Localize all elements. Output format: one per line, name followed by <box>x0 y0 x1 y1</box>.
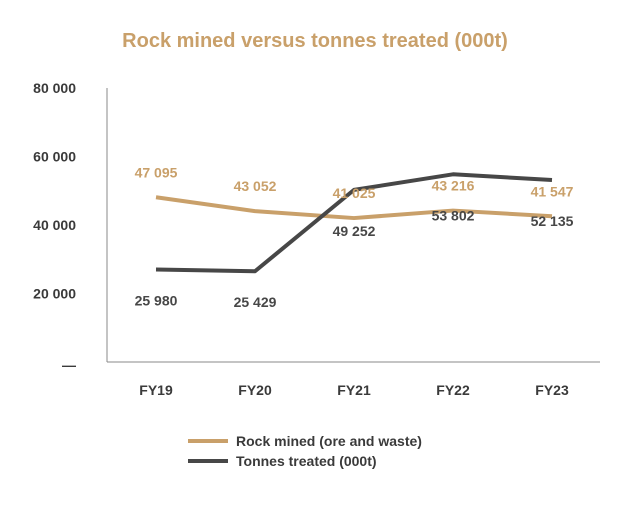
y-tick-label: 60 000 <box>33 149 76 165</box>
data-label: 49 252 <box>333 223 376 239</box>
y-tick-label: 20 000 <box>33 286 76 302</box>
series-line-rock-mined <box>155 195 553 221</box>
x-tick-label: FY20 <box>238 382 272 398</box>
y-tick-label: 40 000 <box>33 217 76 233</box>
data-label: 25 429 <box>234 294 277 310</box>
y-tick-label: — <box>62 357 76 373</box>
data-label: 53 802 <box>432 207 475 223</box>
legend-entry: Rock mined (ore and waste) <box>236 433 422 449</box>
y-tick-label: 80 000 <box>33 80 76 96</box>
data-label: 41 547 <box>531 183 574 199</box>
data-label: 43 052 <box>234 178 277 194</box>
data-label: 43 216 <box>432 178 475 194</box>
series-layer <box>155 172 553 274</box>
x-tick-label: FY22 <box>436 382 470 398</box>
legend-entry: Tonnes treated (000t) <box>236 453 377 469</box>
data-label: 52 135 <box>531 213 574 229</box>
data-label: 41 025 <box>333 185 376 201</box>
x-tick-label: FY21 <box>337 382 371 398</box>
axes: 80 000 60 000 40 000 20 000 — FY19 FY20 FY21 FY2… <box>33 80 600 398</box>
data-labels: 47 095 43 052 41 025 43 216 41 547 25 980 25 4… <box>135 164 574 310</box>
data-label: 47 095 <box>135 164 178 180</box>
chart-title: Rock mined versus tonnes treated (000t) <box>122 30 508 52</box>
series-line-tonnes-treated <box>155 172 553 274</box>
data-label: 25 980 <box>135 293 178 309</box>
x-tick-label: FY23 <box>535 382 569 398</box>
x-tick-label: FY19 <box>139 382 173 398</box>
legend: Rock mined (ore and waste) Tonnes treated… <box>188 433 422 469</box>
